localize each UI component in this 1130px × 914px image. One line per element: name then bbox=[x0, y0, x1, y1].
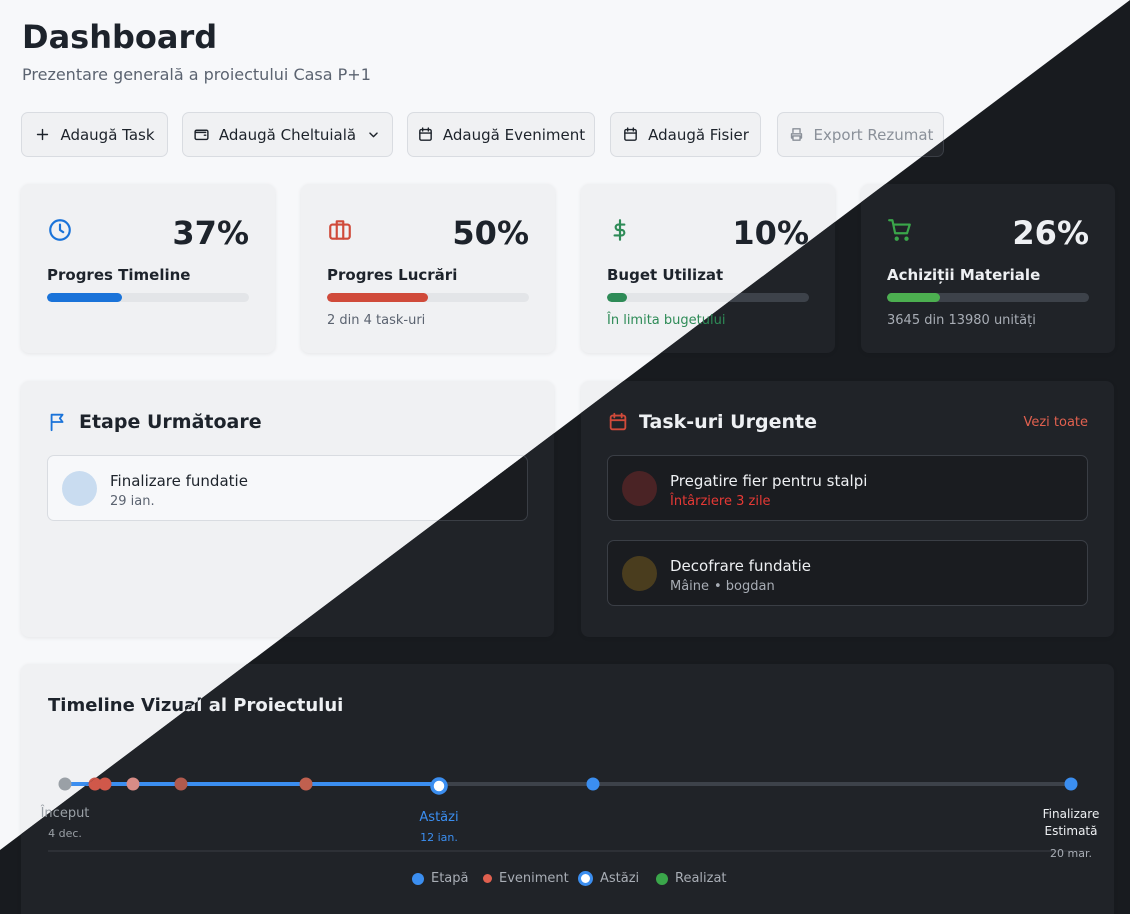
legend-item: Astăzi bbox=[578, 871, 639, 886]
panel-title: Etape Următoare bbox=[79, 411, 262, 433]
stat-label: Progres Lucrări bbox=[327, 266, 458, 284]
progress-bar bbox=[327, 293, 428, 302]
today-label: Astăzi 12 ian. bbox=[419, 810, 458, 851]
page-title: Dashboard bbox=[22, 18, 218, 56]
milestone-dot bbox=[62, 471, 97, 506]
legend-label: Realizat bbox=[675, 871, 727, 886]
icon bbox=[624, 127, 637, 141]
progress-bar bbox=[887, 293, 940, 302]
button-label: Adaugă Fisier bbox=[648, 125, 749, 144]
stat-label: Achiziții Materiale bbox=[887, 266, 1041, 284]
legend-item: Eveniment bbox=[483, 871, 569, 886]
icon bbox=[790, 128, 802, 141]
progress-bar bbox=[607, 293, 628, 302]
task-name: Pregatire fier pentru stalpi bbox=[670, 472, 868, 490]
action-button[interactable]: Export Rezumat bbox=[777, 112, 944, 157]
urgent-task[interactable]: Pregatire fier pentru stalpi Întârziere 3… bbox=[607, 455, 1088, 521]
stat-note: În limita bugetului bbox=[607, 313, 726, 328]
today-text: Astăzi bbox=[419, 810, 459, 825]
end-text: Finalizare Estimată bbox=[1042, 807, 1100, 838]
panel-header: Task-uri Urgente bbox=[607, 411, 817, 433]
task-meta: Mâine bbox=[670, 579, 710, 594]
icon bbox=[419, 127, 432, 141]
button-label: Adaugă Eveniment bbox=[442, 125, 586, 144]
stat-card: 50% Progres Lucrări 2 din 4 task-uri bbox=[301, 184, 555, 353]
legend-label: Astăzi bbox=[600, 871, 640, 886]
panel-header: Etape Următoare bbox=[47, 411, 262, 433]
stat-note: 2 din 4 task-uri bbox=[327, 313, 426, 328]
timeline-event[interactable] bbox=[1064, 777, 1078, 791]
progress-track bbox=[327, 293, 529, 302]
action-button[interactable]: Adaugă Eveniment bbox=[407, 112, 595, 157]
timeline-event[interactable] bbox=[299, 777, 313, 791]
progress-track bbox=[887, 293, 1089, 302]
timeline-event[interactable] bbox=[58, 777, 72, 791]
timeline-event[interactable] bbox=[98, 777, 112, 791]
stat-label: Progres Timeline bbox=[47, 266, 191, 284]
end-label: Finalizare Estimată 20 mar. bbox=[1036, 806, 1106, 868]
icon bbox=[194, 129, 209, 141]
today-marker bbox=[430, 777, 448, 795]
stat-note: 3645 din 13980 unități bbox=[887, 313, 1036, 328]
view-all-link: Vezi toate bbox=[1023, 415, 1088, 430]
end-date: 20 mar. bbox=[1050, 847, 1092, 860]
milestone-date: 29 ian. bbox=[110, 494, 155, 509]
stat-value: 26% bbox=[1012, 214, 1089, 252]
panel-title: Task-uri Urgente bbox=[639, 411, 817, 433]
stat-card: 37% Progres Timeline bbox=[21, 184, 275, 353]
icon bbox=[609, 412, 627, 431]
today-date: 12 ian. bbox=[420, 831, 458, 844]
task-meta: Întârziere 3 zile bbox=[670, 494, 771, 509]
icon bbox=[888, 219, 911, 241]
task-dot bbox=[622, 556, 657, 591]
progress-bar bbox=[47, 293, 122, 302]
button-label: Adaugă Task bbox=[60, 125, 155, 144]
legend-swatch bbox=[656, 872, 668, 885]
stat-value: 10% bbox=[732, 214, 809, 252]
icon bbox=[37, 128, 49, 141]
timeline-track bbox=[48, 777, 1087, 852]
task-dot bbox=[622, 471, 657, 506]
icon bbox=[329, 220, 351, 240]
legend-label: Eveniment bbox=[499, 871, 569, 886]
action-button[interactable]: Adaugă Cheltuială bbox=[182, 112, 393, 157]
timeline-event[interactable] bbox=[126, 777, 140, 791]
legend-swatch bbox=[412, 872, 424, 885]
icon bbox=[50, 413, 64, 432]
legend-item: Etapă bbox=[412, 871, 469, 886]
stat-card: 26% Achiziții Materiale 3645 din 13980 uni… bbox=[861, 184, 1115, 353]
legend-item: Realizat bbox=[656, 871, 727, 886]
progress-track bbox=[607, 293, 809, 302]
button-label: Export Rezumat bbox=[813, 125, 934, 144]
legend-label: Etapă bbox=[431, 871, 469, 886]
timeline-event[interactable] bbox=[586, 777, 600, 791]
stat-value: 37% bbox=[172, 214, 249, 252]
legend-swatch bbox=[578, 871, 593, 886]
urgent-task[interactable]: Decofrare fundatie Mâine • bogdan bbox=[607, 540, 1088, 606]
stat-label: Buget Utilizat bbox=[607, 266, 724, 284]
action-button[interactable]: Adaugă Fisier bbox=[610, 112, 761, 157]
icon bbox=[49, 219, 71, 241]
button-label: Adaugă Cheltuială bbox=[218, 125, 357, 144]
task-name: Decofrare fundatie bbox=[670, 557, 811, 575]
stat-value: 50% bbox=[452, 214, 529, 252]
action-button[interactable]: Adaugă Task bbox=[21, 112, 168, 157]
icon bbox=[369, 132, 378, 138]
milestone-item[interactable]: Finalizare fundatie 29 ian. bbox=[47, 455, 528, 521]
progress-track bbox=[47, 293, 249, 302]
task-assignee: • bogdan bbox=[714, 579, 775, 594]
timeline-event[interactable] bbox=[174, 777, 188, 791]
start-date: 4 dec. bbox=[48, 827, 82, 840]
page-subtitle: Prezentare generală a proiectului Casa P… bbox=[22, 65, 371, 84]
legend-swatch bbox=[483, 874, 492, 883]
milestone-name: Finalizare fundatie bbox=[110, 472, 248, 490]
icon bbox=[613, 219, 626, 241]
urgent-panel: Task-uri Urgente Vezi toate Pregatire fier… bbox=[581, 381, 1114, 637]
